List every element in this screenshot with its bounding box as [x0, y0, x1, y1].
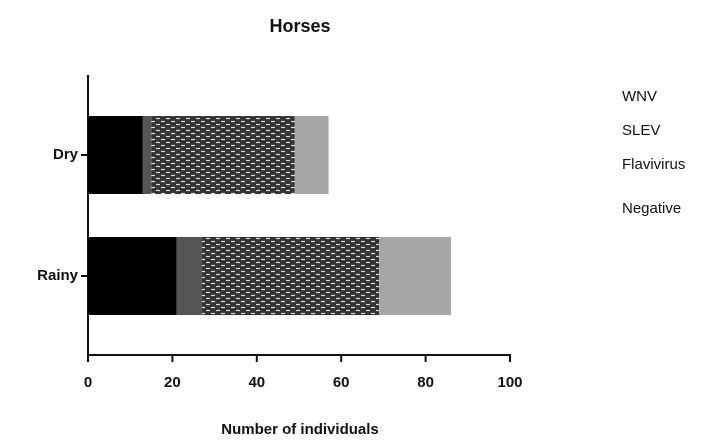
bar-segment [201, 237, 380, 315]
bar-segment [151, 116, 295, 194]
bar-segment [142, 116, 152, 194]
legend-label: WNV [622, 88, 657, 105]
y-tick-label: Dry [53, 146, 79, 163]
bar-segment [294, 116, 329, 194]
x-tick-label: 100 [497, 374, 522, 391]
x-tick-label: 80 [417, 374, 434, 391]
legend-label: SLEV [622, 122, 660, 139]
legend-label: Negative [622, 200, 681, 217]
x-tick-label: 20 [164, 374, 181, 391]
y-tick-label: Rainy [37, 267, 79, 284]
bar-segment [176, 237, 202, 315]
chart-title: Horses [269, 16, 330, 36]
x-tick-label: 40 [248, 374, 265, 391]
legend-label: Flavivirus [622, 156, 685, 173]
bar-segment [88, 116, 143, 194]
x-tick-label: 60 [333, 374, 350, 391]
x-tick-label: 0 [84, 374, 92, 391]
bar-segment [379, 237, 451, 315]
x-axis-label: Number of individuals [221, 421, 379, 438]
bar-segment [88, 237, 177, 315]
